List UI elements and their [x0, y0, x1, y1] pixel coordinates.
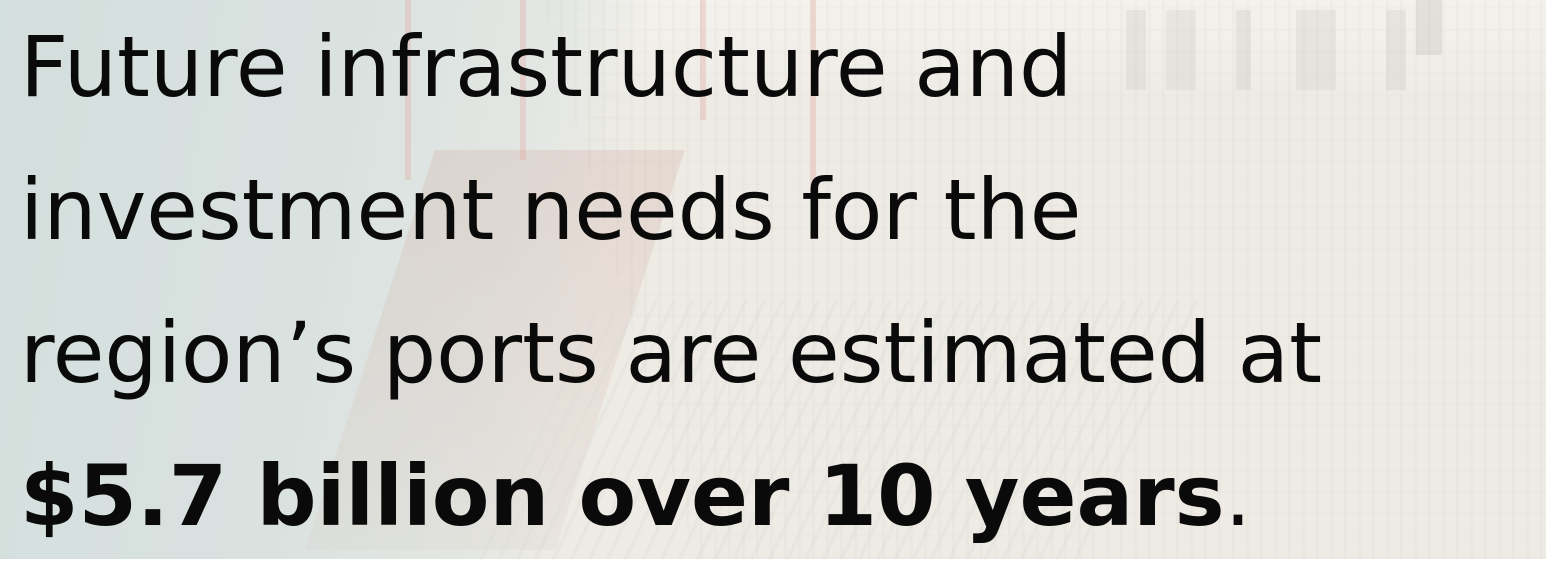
- crane: [520, 0, 526, 160]
- city-skyline: [1126, 10, 1546, 90]
- headline-line: investment needs for the: [20, 161, 1082, 259]
- distant-tower: [1416, 0, 1442, 55]
- headline-period: .: [1224, 447, 1252, 545]
- headline-line: region’s ports are estimated at: [20, 304, 1323, 402]
- headline-line: $5.7 billion over 10 years.: [20, 425, 1540, 568]
- crane: [700, 0, 706, 120]
- crane: [405, 0, 411, 180]
- headline-line: Future infrastructure and: [20, 18, 1073, 116]
- headline: Future infrastructure and investment nee…: [20, 0, 1540, 568]
- crane: [810, 0, 816, 190]
- headline-emphasis: $5.7 billion over 10 years: [20, 447, 1225, 545]
